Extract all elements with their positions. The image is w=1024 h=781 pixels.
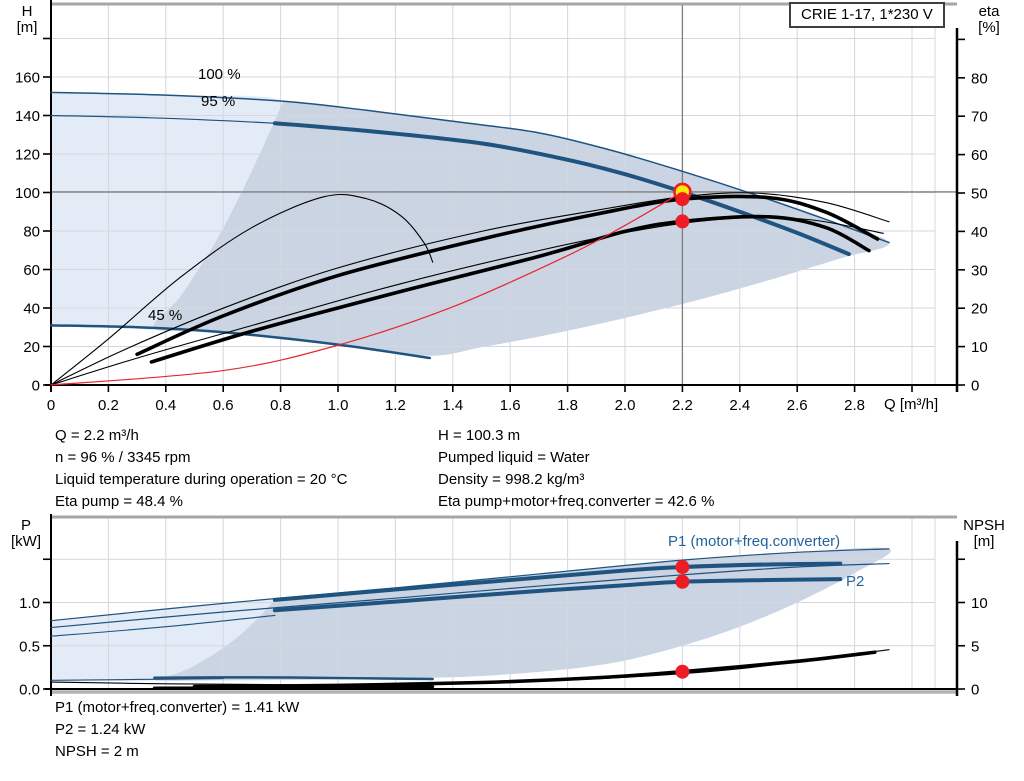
curve-label-100pct: 100 %: [198, 66, 241, 83]
right-axis-tick-label: 70: [971, 109, 988, 126]
marker-p2-point: [675, 574, 690, 589]
right-axis-tick-label: 20: [971, 301, 988, 318]
curve-p2-100pct: [50, 562, 890, 629]
curve-system-curve: [50, 191, 683, 386]
x-axis-tick-label: 1.0: [328, 397, 349, 414]
marker-npsh-point: [675, 664, 690, 679]
x-axis-tick-label: 2.4: [729, 397, 750, 414]
right-axis-tick-label: 10: [971, 595, 988, 612]
curve-p-45pct-lead: [50, 678, 224, 681]
pump-title-box: CRIE 1-17, 1*230 V: [789, 2, 945, 28]
left-axis-tick-label: 120: [15, 147, 40, 164]
left-axis-tick-label: 0: [32, 378, 40, 395]
curve-eta-total-96pct: [149, 214, 871, 364]
x-axis-tick-label: 1.4: [442, 397, 463, 414]
left-axis-tick-label: 100: [15, 185, 40, 202]
curve-label-45pct: 45 %: [148, 307, 183, 324]
p-axis-name: P: [20, 517, 31, 534]
x-axis-tick-label: 0.8: [270, 397, 291, 414]
qh-eta-chart: 0 20 40 60 80 100 120 140 160 0 10 20 30 40 50 60 70 80 0 0…: [15, 0, 988, 414]
right-axis-tick-label: 50: [971, 186, 988, 203]
right-axis-tick-label: 10: [971, 339, 988, 356]
annotation-density: Density = 998.2 kg/m³: [438, 471, 585, 488]
eta-axis-name: eta: [978, 3, 1000, 20]
h-axis-unit: [m]: [16, 19, 38, 36]
right-axis-tick-label: 40: [971, 224, 988, 241]
curve-label-p2: P2: [846, 573, 865, 590]
h-axis-name: H: [21, 3, 33, 20]
npsh-axis-unit: [m]: [973, 533, 995, 550]
q-axis-unit-label: Q [m³/h]: [884, 396, 939, 413]
marker-eta-pump-point: [675, 192, 690, 207]
annotation-eta-pump: Eta pump = 48.4 %: [55, 493, 183, 510]
npsh-axis-name: NPSH: [963, 517, 1005, 534]
h-axis-label: H [m]: [6, 4, 48, 36]
curve-p1-96pct: [272, 561, 843, 602]
x-axis-tick-label: 2.0: [615, 397, 636, 414]
annotation-liquid-temp: Liquid temperature during operation = 20…: [55, 471, 348, 488]
annotation-pumped-liquid: Pumped liquid = Water: [438, 449, 590, 466]
eta-axis-label: eta [%]: [962, 4, 1016, 36]
left-axis-tick-label: 40: [23, 301, 40, 318]
right-axis-tick-label: 0: [971, 378, 979, 395]
right-axis-tick-label: 0: [971, 682, 979, 699]
p-axis-unit: [kW]: [11, 533, 41, 550]
curve-label-p1: P1 (motor+freq.converter): [668, 533, 841, 550]
curve-p1-100pct: [50, 548, 890, 622]
left-axis-tick-label: 1.0: [19, 595, 40, 612]
curve-p-45pct: [153, 676, 434, 681]
left-axis-tick-label: 80: [23, 224, 40, 241]
x-axis-tick-label: 1.6: [500, 397, 521, 414]
annotation-q: Q = 2.2 m³/h: [55, 427, 139, 444]
curve-p-low-thin: [50, 614, 276, 637]
x-axis-tick-label: 0.4: [155, 397, 176, 414]
marker-eta-total-point: [675, 214, 690, 229]
annotation-p1: P1 (motor+freq.converter) = 1.41 kW: [55, 699, 300, 716]
npsh-axis-label: NPSH [m]: [948, 518, 1020, 550]
right-axis-tick-label: 30: [971, 262, 988, 279]
x-axis-tick-label: 2.8: [844, 397, 865, 414]
curve-npsh-45pct: [152, 685, 435, 690]
x-axis-tick-label: 1.8: [557, 397, 578, 414]
annotation-p2: P2 = 1.24 kW: [55, 721, 146, 738]
curve-npsh-96pct: [192, 650, 877, 689]
right-axis-tick-label: 5: [971, 638, 979, 655]
envelope-pale: [51, 92, 289, 330]
x-axis-tick-label: 0.6: [213, 397, 234, 414]
x-axis-tick-label: 0.2: [98, 397, 119, 414]
x-axis-tick-label: 0: [47, 397, 55, 414]
pump-title: CRIE 1-17, 1*230 V: [801, 6, 933, 23]
right-axis-tick-label: 60: [971, 147, 988, 164]
marker-p1-point: [675, 560, 690, 575]
left-axis-tick-label: 20: [23, 339, 40, 356]
left-axis-tick-label: 0.0: [19, 682, 40, 699]
annotation-n: n = 96 % / 3345 rpm: [55, 449, 191, 466]
left-axis-tick-label: 60: [23, 262, 40, 279]
x-axis-tick-label: 2.6: [787, 397, 808, 414]
annotation-eta-total: Eta pump+motor+freq.converter = 42.6 %: [438, 493, 715, 510]
curve-eta-pump-96pct: [135, 194, 880, 357]
x-axis-tick-label: 2.2: [672, 397, 693, 414]
power-npsh-chart: 0.0 0.5 1.0 0 5 10: [19, 514, 988, 699]
bottom-annotations: P1 (motor+freq.converter) = 1.41 kW P2 =…: [55, 697, 299, 763]
top-annotations-left: Q = 2.2 m³/h n = 96 % / 3345 rpm Liquid …: [55, 425, 347, 513]
top-annotations-right: H = 100.3 m Pumped liquid = Water Densit…: [438, 425, 714, 513]
eta-axis-unit: [%]: [978, 19, 1000, 36]
curve-p2-96pct: [272, 577, 843, 613]
x-axis-tick-label: 1.2: [385, 397, 406, 414]
curve-eta-pump-100pct: [50, 192, 890, 386]
left-axis-tick-label: 0.5: [19, 638, 40, 655]
curve-label-95pct: 95 %: [201, 93, 236, 110]
left-axis-tick-label: 140: [15, 108, 40, 125]
annotation-h: H = 100.3 m: [438, 427, 521, 444]
curve-speed-96pct-qh-operating: [272, 121, 851, 257]
left-axis-tick-label: 160: [15, 70, 40, 87]
curve-eta-pump-45pct: [50, 193, 434, 386]
right-axis-tick-label: 80: [971, 70, 988, 87]
p-axis-label: P [kW]: [4, 518, 48, 550]
annotation-npsh: NPSH = 2 m: [55, 743, 139, 760]
